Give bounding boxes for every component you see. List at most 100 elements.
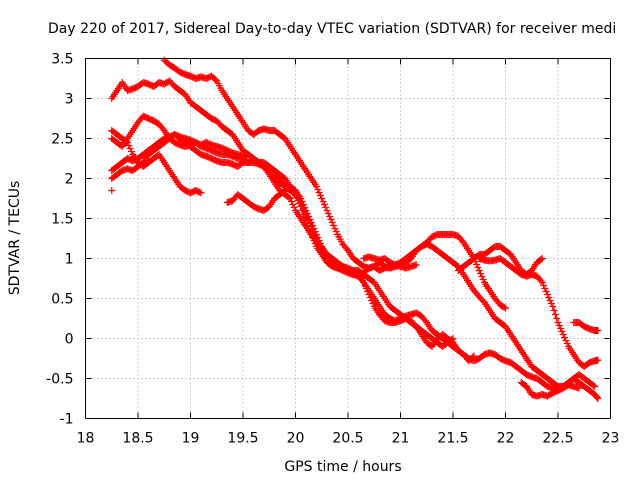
x-tick-label: 23: [602, 431, 620, 447]
data-point: [562, 337, 570, 344]
data-point: [479, 276, 487, 283]
data-point: [549, 303, 557, 310]
data-point: [557, 325, 565, 332]
data-point: [122, 138, 130, 145]
data-point: [551, 311, 559, 318]
data-point: [280, 188, 288, 195]
series-s12: [517, 379, 583, 400]
data-point: [594, 327, 602, 334]
data-point: [310, 225, 318, 232]
y-tick-label: -1: [60, 412, 74, 428]
data-point: [305, 213, 313, 220]
data-point: [561, 334, 569, 341]
data-point: [289, 201, 297, 208]
data-point: [477, 270, 485, 277]
data-point: [320, 201, 328, 208]
series-s10: [475, 255, 602, 370]
data-point: [324, 210, 332, 217]
data-point: [126, 145, 134, 152]
data-point: [474, 264, 482, 271]
data-point: [369, 300, 377, 307]
series-s13: [108, 187, 116, 194]
series-s6: [108, 131, 457, 350]
data-point: [365, 291, 373, 298]
data-point: [547, 300, 555, 307]
data-point: [281, 187, 289, 194]
y-tick-label: 2.5: [51, 132, 73, 148]
y-tick-label: -0.5: [46, 372, 73, 388]
data-point: [298, 198, 306, 205]
data-point: [297, 195, 305, 202]
data-point: [323, 207, 331, 214]
data-point: [307, 219, 315, 226]
data-point: [318, 195, 326, 202]
data-point: [559, 331, 567, 338]
data-point: [286, 195, 294, 202]
data-point: [124, 139, 131, 146]
series-s2: [160, 56, 602, 402]
data-point: [368, 297, 376, 304]
series-s8: [360, 253, 420, 272]
data-point: [538, 279, 546, 286]
data-point: [301, 215, 309, 222]
x-tick-label: 22: [497, 431, 515, 447]
data-point: [125, 142, 133, 149]
x-tick-label: 18: [77, 431, 95, 447]
series-s11: [570, 319, 602, 334]
data-point: [319, 198, 327, 205]
x-tick-label: 20.5: [332, 431, 363, 447]
data-point: [449, 335, 457, 342]
series-s1: [108, 77, 509, 312]
y-tick-label: 3: [65, 92, 74, 108]
data-point: [544, 291, 551, 298]
data-point: [473, 261, 481, 268]
y-tick-labels: -1 -0.5 0 0.5 1 1.5 2 2.5 3 3.5: [46, 52, 73, 428]
data-point: [458, 237, 466, 245]
data-point: [299, 211, 307, 218]
data-point: [127, 148, 135, 155]
x-tick-label: 21: [392, 431, 410, 447]
series-s5: [108, 127, 205, 197]
data-point: [302, 207, 310, 214]
data-point: [478, 273, 486, 280]
data-point: [285, 194, 293, 201]
data-point: [550, 307, 558, 314]
x-axis-label: GPS time / hours: [284, 459, 401, 475]
data-point: [594, 356, 602, 364]
series-s3: [108, 112, 599, 394]
data-point: [315, 237, 323, 244]
data-point: [412, 261, 420, 269]
data-point: [593, 394, 601, 401]
y-tick-label: 1.5: [51, 212, 73, 228]
data-point: [541, 285, 549, 292]
data-point: [315, 189, 323, 196]
data-point: [159, 125, 167, 133]
x-tick-label: 18.5: [122, 431, 153, 447]
data-point: [309, 222, 317, 229]
data-point: [211, 76, 219, 84]
data-point: [322, 204, 330, 211]
data-point: [554, 319, 562, 326]
data-marks: [108, 56, 602, 402]
y-tick-label: 0.5: [51, 292, 73, 308]
data-point: [502, 304, 509, 312]
data-point: [306, 216, 314, 223]
data-point: [546, 297, 554, 304]
data-point: [290, 204, 298, 211]
data-point: [448, 336, 456, 343]
data-point: [328, 219, 336, 226]
y-tick-label: 2: [65, 172, 74, 188]
x-tick-label: 19: [182, 431, 200, 447]
data-point: [563, 340, 571, 347]
x-tick-label: 19.5: [227, 431, 258, 447]
data-point: [364, 288, 372, 295]
series-s7: [223, 187, 289, 214]
data-point: [326, 213, 334, 220]
data-point: [313, 183, 320, 190]
data-point: [303, 210, 311, 217]
data-point: [421, 317, 429, 325]
data-point: [361, 282, 369, 289]
data-point: [360, 279, 368, 286]
x-tick-label: 21.5: [437, 431, 468, 447]
